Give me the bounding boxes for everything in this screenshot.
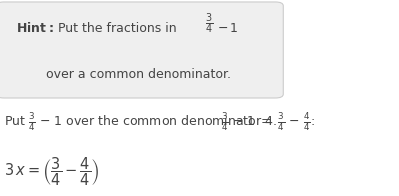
Text: Put the fractions in: Put the fractions in (58, 22, 176, 35)
Text: $3\,x = \left(\dfrac{3}{4} - \dfrac{4}{4}\right)$: $3\,x = \left(\dfrac{3}{4} - \dfrac{4}{4… (4, 156, 100, 188)
Text: over a common denominator.: over a common denominator. (46, 68, 231, 81)
Text: Put $\frac{3}{4}$ $-$ 1 over the common denominator 4.: Put $\frac{3}{4}$ $-$ 1 over the common … (4, 111, 277, 133)
Text: $\frac{3}{4}$: $\frac{3}{4}$ (205, 12, 213, 36)
Text: $-\,1$: $-\,1$ (217, 22, 239, 35)
FancyBboxPatch shape (0, 2, 283, 98)
Text: $\mathbf{Hint:}$: $\mathbf{Hint:}$ (16, 21, 54, 35)
Text: $\frac{3}{4}$ $-$ 1 $=$ $\frac{3}{4}$ $-$ $\frac{4}{4}$:: $\frac{3}{4}$ $-$ 1 $=$ $\frac{3}{4}$ $-… (221, 111, 316, 133)
